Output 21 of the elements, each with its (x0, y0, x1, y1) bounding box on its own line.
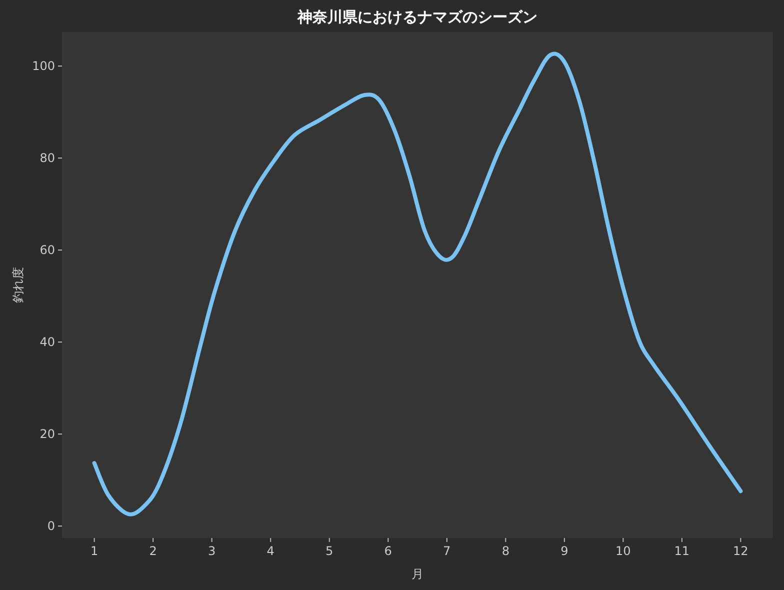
x-tick-label: 11 (674, 544, 690, 558)
y-tick-label: 100 (32, 59, 55, 74)
x-tick-label: 4 (266, 544, 274, 558)
x-tick-label: 12 (733, 544, 748, 558)
x-tick-label: 9 (560, 544, 568, 558)
x-tick-label: 3 (208, 544, 216, 558)
y-tick-label: 40 (40, 335, 55, 350)
y-tick-label: 20 (40, 427, 55, 442)
x-tick-label: 5 (326, 544, 334, 558)
y-tick-label: 60 (40, 243, 55, 258)
y-tick-label: 0 (47, 519, 55, 534)
x-tick-label: 7 (443, 544, 451, 558)
x-tick-label: 10 (616, 544, 631, 558)
y-axis-title: 釣れ度 (11, 267, 25, 303)
x-tick-label: 1 (90, 544, 98, 558)
y-tick-label: 80 (40, 151, 55, 166)
x-tick-label: 2 (149, 544, 157, 558)
x-tick-label: 6 (384, 544, 392, 558)
x-axis-title: 月 (412, 567, 424, 581)
chart-title: 神奈川県におけるナマズのシーズン (296, 8, 538, 26)
x-tick-label: 8 (502, 544, 510, 558)
